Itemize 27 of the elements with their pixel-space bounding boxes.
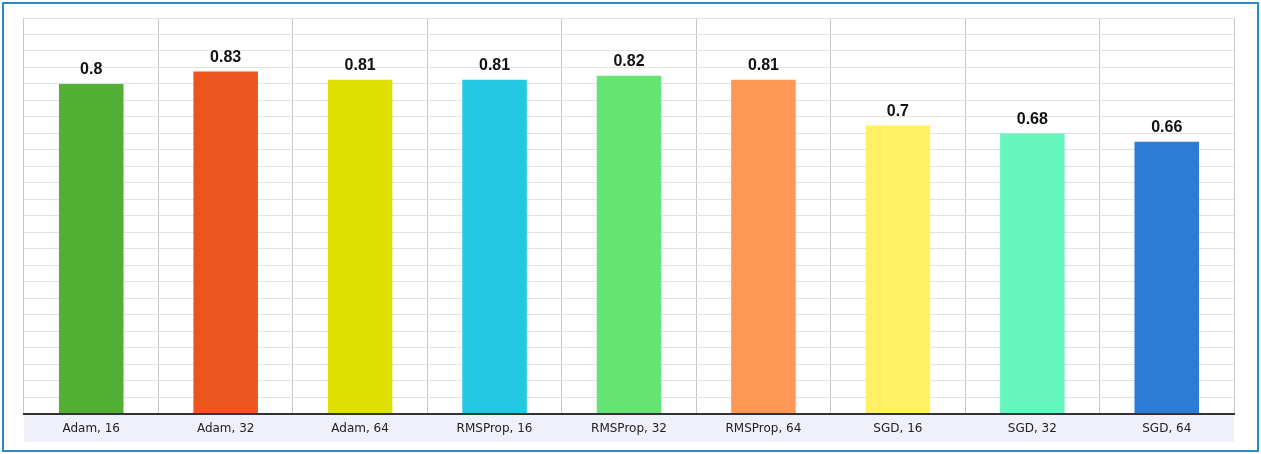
x-tick-label: SGD, 64	[1142, 420, 1192, 435]
data-label: 0.8	[80, 60, 103, 78]
x-tick-label: RMSProp, 64	[725, 420, 802, 435]
data-label: 0.83	[210, 47, 242, 65]
bar	[327, 79, 393, 414]
data-label: 0.66	[1151, 118, 1183, 136]
data-label: 0.81	[478, 56, 511, 74]
bar	[1134, 141, 1200, 414]
data-label: 0.81	[344, 56, 376, 74]
bar	[1000, 133, 1065, 414]
bar	[462, 79, 527, 414]
x-tick-label: Adam, 64	[331, 420, 389, 435]
bar	[58, 83, 124, 414]
bar	[596, 75, 662, 414]
x-tick-label: Adam, 32	[196, 420, 255, 435]
data-label: 0.7	[886, 101, 910, 119]
data-label: 0.68	[1016, 109, 1049, 127]
bar	[731, 79, 796, 414]
bar	[193, 71, 258, 414]
x-tick-label: RMSProp, 16	[456, 420, 533, 435]
bar	[865, 125, 931, 414]
x-tick-label: RMSProp, 32	[591, 420, 667, 435]
data-label: 0.81	[747, 56, 780, 74]
x-tick-label: SGD, 32	[1007, 420, 1057, 435]
data-label: 0.82	[613, 52, 645, 70]
x-tick-label: SGD, 16	[873, 420, 923, 435]
x-tick-label: Adam, 16	[62, 420, 120, 435]
